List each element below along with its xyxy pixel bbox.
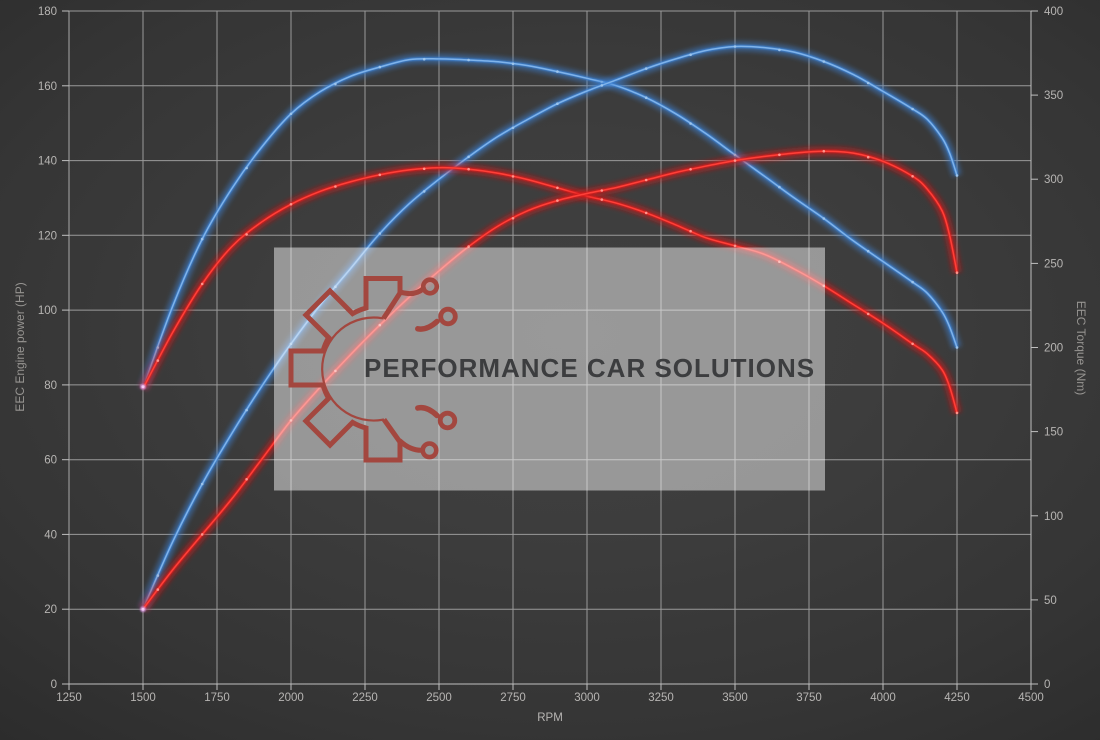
svg-text:4500: 4500 [1018, 692, 1044, 704]
svg-text:3750: 3750 [796, 692, 822, 704]
svg-text:EEC Torque (Nm): EEC Torque (Nm) [1074, 301, 1088, 395]
svg-text:1500: 1500 [130, 692, 156, 704]
svg-text:1250: 1250 [56, 692, 82, 704]
svg-text:100: 100 [1044, 511, 1063, 523]
svg-text:400: 400 [1044, 6, 1063, 18]
svg-text:350: 350 [1044, 90, 1063, 102]
svg-text:140: 140 [38, 156, 57, 168]
svg-text:RPM: RPM [537, 712, 563, 724]
svg-text:300: 300 [1044, 174, 1063, 186]
svg-text:20: 20 [44, 604, 57, 616]
svg-text:180: 180 [38, 6, 57, 18]
svg-text:0: 0 [1044, 679, 1050, 691]
svg-text:3250: 3250 [648, 692, 674, 704]
svg-text:2000: 2000 [278, 692, 304, 704]
svg-text:250: 250 [1044, 258, 1063, 270]
svg-text:0: 0 [51, 679, 57, 691]
svg-text:1750: 1750 [204, 692, 230, 704]
svg-text:40: 40 [44, 529, 57, 541]
svg-text:2750: 2750 [500, 692, 526, 704]
svg-text:EEC Engine power (HP): EEC Engine power (HP) [13, 282, 27, 411]
svg-text:3000: 3000 [574, 692, 600, 704]
svg-text:160: 160 [38, 81, 57, 93]
svg-text:150: 150 [1044, 427, 1063, 439]
svg-text:50: 50 [1044, 595, 1057, 607]
svg-text:2500: 2500 [426, 692, 452, 704]
svg-text:120: 120 [38, 230, 57, 242]
svg-text:60: 60 [44, 455, 57, 467]
svg-text:2250: 2250 [352, 692, 378, 704]
svg-text:200: 200 [1044, 343, 1063, 355]
svg-text:80: 80 [44, 380, 57, 392]
svg-text:3500: 3500 [722, 692, 748, 704]
svg-text:4000: 4000 [870, 692, 896, 704]
svg-text:100: 100 [38, 305, 57, 317]
svg-text:PERFORMANCE CAR SOLUTIONS: PERFORMANCE CAR SOLUTIONS [364, 353, 815, 383]
svg-text:4250: 4250 [944, 692, 970, 704]
